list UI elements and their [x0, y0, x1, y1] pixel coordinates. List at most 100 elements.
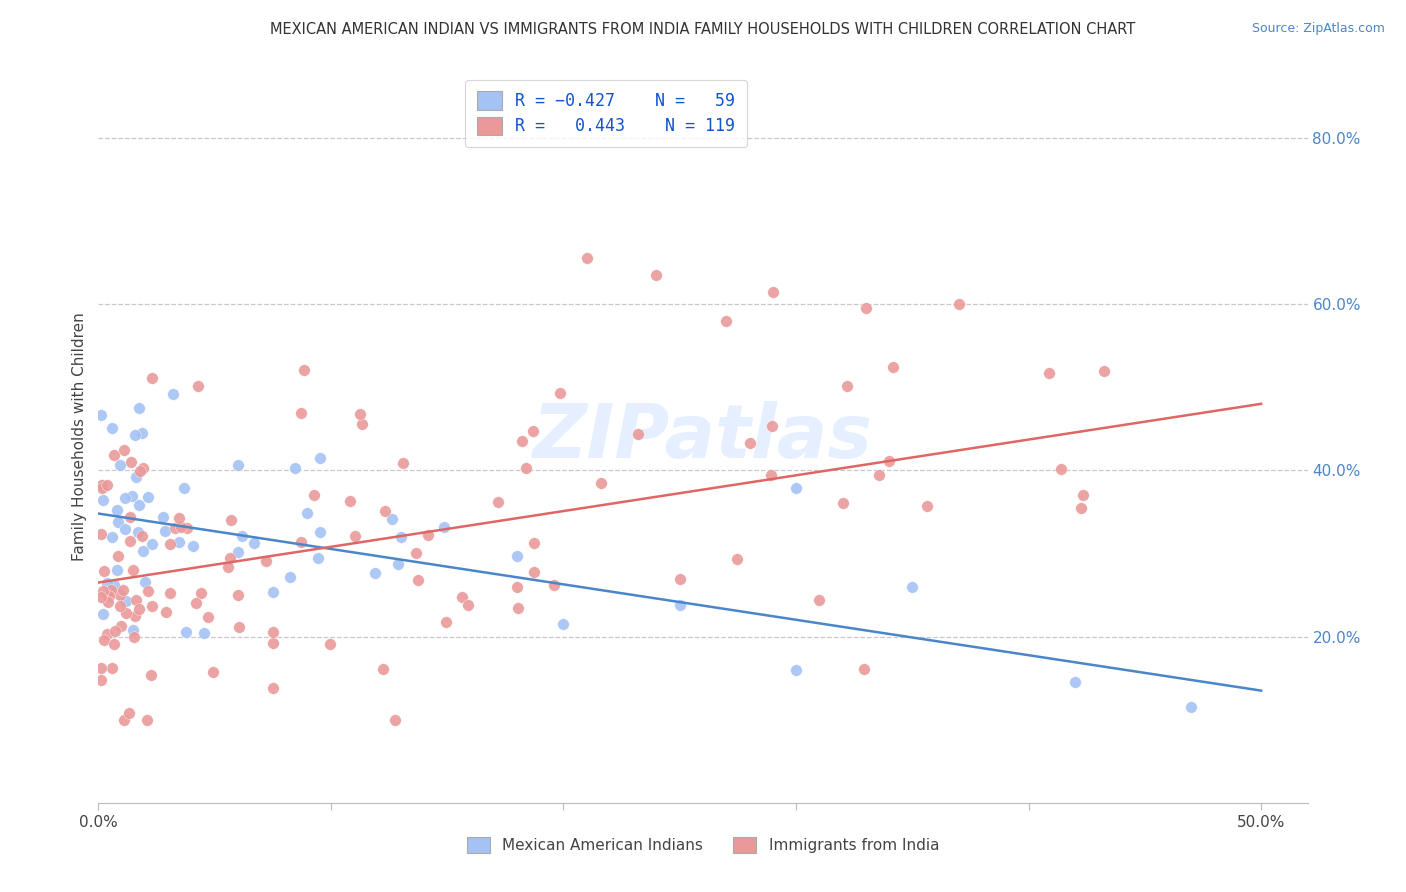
- Point: [103, 448, 125, 462]
- Point: [1064, 675, 1087, 690]
- Point: [131, 425, 153, 440]
- Point: [1071, 488, 1094, 502]
- Point: [184, 596, 207, 610]
- Point: [100, 421, 122, 435]
- Point: [90, 661, 112, 675]
- Point: [96, 627, 118, 641]
- Point: [110, 599, 132, 613]
- Point: [128, 498, 150, 512]
- Point: [901, 580, 924, 594]
- Point: [433, 520, 456, 534]
- Point: [523, 565, 546, 579]
- Point: [91, 478, 114, 492]
- Point: [90, 527, 112, 541]
- Point: [181, 539, 204, 553]
- Point: [124, 609, 146, 624]
- Point: [307, 551, 329, 566]
- Point: [101, 661, 124, 675]
- Point: [762, 285, 785, 299]
- Point: [510, 434, 533, 449]
- Point: [373, 662, 395, 676]
- Point: [96, 576, 118, 591]
- Point: [262, 636, 284, 650]
- Point: [134, 574, 156, 589]
- Point: [262, 681, 284, 696]
- Point: [852, 662, 875, 676]
- Point: [167, 510, 190, 524]
- Point: [418, 527, 440, 541]
- Point: [193, 626, 215, 640]
- Point: [91, 583, 114, 598]
- Point: [877, 453, 900, 467]
- Point: [112, 582, 135, 597]
- Point: [100, 582, 122, 597]
- Point: [309, 524, 332, 539]
- Point: [90, 590, 112, 604]
- Point: [550, 385, 572, 400]
- Point: [97, 595, 120, 609]
- Point: [219, 513, 242, 527]
- Legend: Mexican American Indians, Immigrants from India: Mexican American Indians, Immigrants fro…: [460, 830, 946, 861]
- Point: [1092, 364, 1115, 378]
- Point: [506, 601, 529, 615]
- Point: [406, 573, 429, 587]
- Point: [1180, 700, 1202, 714]
- Point: [128, 602, 150, 616]
- Point: [93, 564, 115, 578]
- Point: [202, 665, 225, 679]
- Point: [127, 524, 149, 539]
- Point: [114, 491, 136, 506]
- Point: [486, 494, 509, 508]
- Point: [290, 406, 312, 420]
- Point: [197, 610, 219, 624]
- Point: [112, 713, 135, 727]
- Point: [122, 563, 145, 577]
- Point: [163, 521, 186, 535]
- Point: [1050, 462, 1073, 476]
- Point: [405, 546, 427, 560]
- Point: [226, 545, 249, 559]
- Point: [761, 467, 783, 482]
- Point: [153, 524, 176, 539]
- Point: [132, 460, 155, 475]
- Point: [114, 522, 136, 536]
- Point: [152, 510, 174, 524]
- Point: [90, 673, 112, 688]
- Point: [302, 488, 325, 502]
- Point: [217, 560, 239, 574]
- Point: [159, 537, 181, 551]
- Point: [295, 506, 318, 520]
- Point: [284, 461, 307, 475]
- Point: [118, 509, 141, 524]
- Point: [506, 549, 529, 563]
- Point: [136, 583, 159, 598]
- Point: [785, 663, 807, 677]
- Text: MEXICAN AMERICAN INDIAN VS IMMIGRANTS FROM INDIA FAMILY HOUSEHOLDS WITH CHILDREN: MEXICAN AMERICAN INDIAN VS IMMIGRANTS FR…: [270, 22, 1136, 37]
- Point: [243, 536, 266, 550]
- Point: [141, 599, 163, 614]
- Point: [108, 588, 131, 602]
- Point: [91, 493, 114, 508]
- Point: [121, 489, 143, 503]
- Point: [124, 630, 146, 644]
- Point: [124, 428, 146, 442]
- Point: [668, 599, 690, 613]
- Point: [515, 461, 537, 475]
- Point: [837, 379, 859, 393]
- Point: [807, 593, 830, 607]
- Point: [318, 638, 340, 652]
- Y-axis label: Family Households with Children: Family Households with Children: [72, 313, 87, 561]
- Point: [112, 442, 135, 457]
- Point: [575, 252, 598, 266]
- Point: [131, 529, 153, 543]
- Point: [90, 408, 112, 422]
- Point: [228, 588, 250, 602]
- Point: [339, 494, 361, 508]
- Point: [716, 314, 738, 328]
- Point: [96, 478, 118, 492]
- Point: [374, 503, 396, 517]
- Point: [139, 668, 162, 682]
- Point: [591, 475, 613, 490]
- Point: [785, 481, 807, 495]
- Point: [392, 457, 415, 471]
